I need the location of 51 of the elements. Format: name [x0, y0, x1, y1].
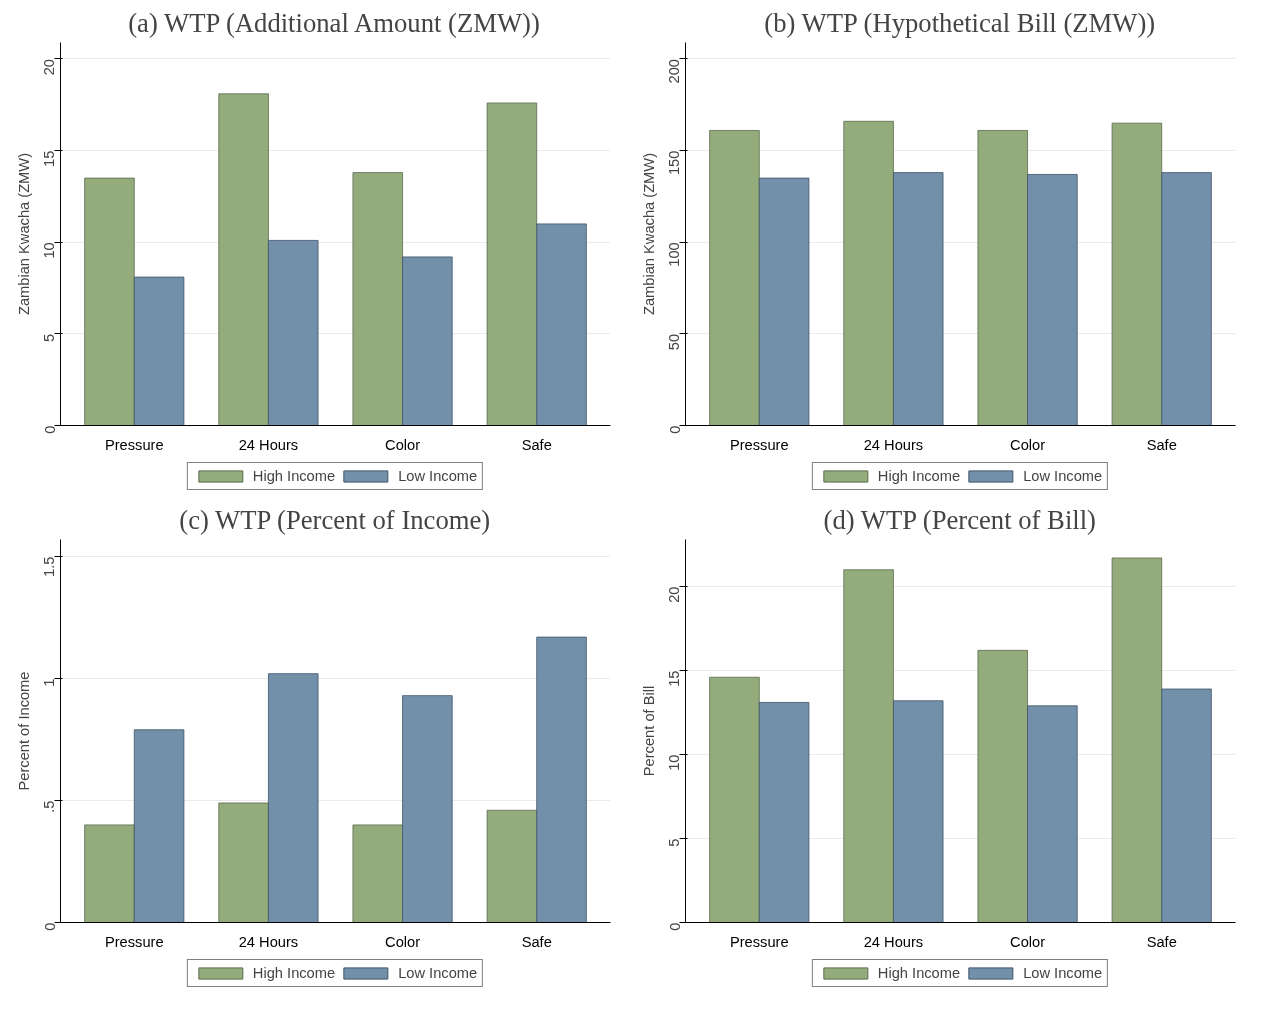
y-tick-label: 15 [666, 670, 683, 687]
y-tick-label: 0 [41, 425, 58, 434]
x-tick-label: Safe [521, 436, 552, 453]
y-tick-label: 20 [41, 58, 58, 76]
x-tick-label: Pressure [729, 933, 789, 950]
chart-title: (c) WTP (Percent of Income) [179, 504, 491, 535]
y-tick-label: 50 [666, 333, 683, 351]
chart-title: (b) WTP (Hypothetical Bill (ZMW)) [764, 7, 1156, 38]
legend-label: Low Income [1023, 468, 1103, 484]
legend-label: Low Income [398, 468, 478, 484]
x-tick-label: Color [1010, 933, 1046, 950]
x-tick-label: Safe [1146, 933, 1177, 950]
legend-label: High Income [877, 965, 961, 981]
y-tick-label: 1 [41, 678, 58, 687]
x-tick-label: 24 Hours [238, 436, 299, 453]
y-axis-title: Percent of Bill [640, 685, 657, 777]
y-tick-label: 5 [41, 333, 58, 343]
x-tick-label: Safe [1146, 436, 1177, 453]
x-tick-label: Pressure [104, 436, 164, 453]
y-tick-label: 1.5 [41, 556, 58, 577]
y-tick-label: 20 [666, 586, 683, 603]
y-tick-label: 150 [666, 150, 683, 176]
y-tick-label: 200 [666, 58, 683, 84]
chart-title: (d) WTP (Percent of Bill) [823, 504, 1096, 535]
y-tick-label: 0 [666, 425, 683, 434]
y-axis-title: Zambian Kwacha (ZMW) [15, 152, 32, 316]
legend-label: High Income [877, 468, 961, 484]
y-tick-label: 10 [666, 754, 683, 771]
y-tick-label: 10 [41, 242, 58, 259]
legend-label: Low Income [398, 965, 478, 981]
y-tick-label: 15 [41, 150, 58, 167]
chart-title: (a) WTP (Additional Amount (ZMW)) [128, 7, 540, 38]
y-tick-label: 0 [41, 922, 58, 931]
x-tick-label: Color [385, 436, 421, 453]
x-tick-label: Safe [521, 933, 552, 950]
y-axis-title: Zambian Kwacha (ZMW) [640, 152, 657, 316]
x-tick-label: Pressure [729, 436, 789, 453]
x-tick-label: Color [385, 933, 421, 950]
y-tick-label: 5 [666, 838, 683, 847]
y-tick-label: 0 [666, 922, 683, 931]
x-tick-label: 24 Hours [863, 436, 924, 453]
y-axis-title: Percent of Income [15, 671, 32, 791]
y-tick-label: .5 [41, 800, 58, 813]
x-tick-label: Pressure [104, 933, 164, 950]
legend-label: Low Income [1023, 965, 1103, 981]
legend-label: High Income [252, 965, 336, 981]
x-tick-label: 24 Hours [863, 933, 924, 950]
legend-label: High Income [252, 468, 336, 484]
x-tick-label: Color [1010, 436, 1046, 453]
y-tick-label: 100 [666, 242, 683, 267]
x-tick-label: 24 Hours [238, 933, 299, 950]
